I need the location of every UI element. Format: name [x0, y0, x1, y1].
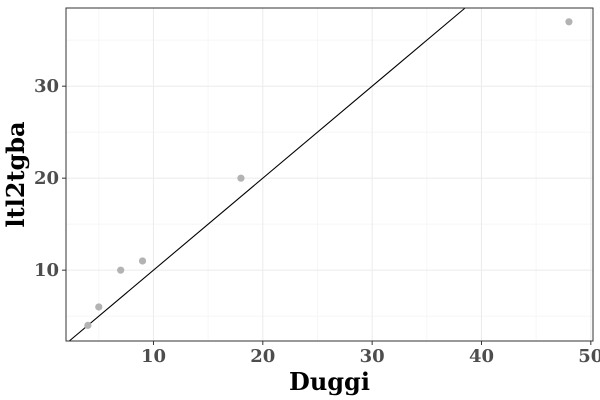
data-points	[84, 18, 573, 329]
y-axis-title: ltl2tgba	[1, 121, 30, 227]
data-point	[138, 257, 147, 265]
x-tick-label: 10	[141, 346, 166, 367]
reference-line-group	[68, 7, 466, 342]
data-point	[84, 321, 92, 329]
major-gridlines	[66, 8, 593, 341]
reference-line	[68, 7, 466, 342]
x-tick-label: 40	[469, 346, 494, 367]
panel-border	[65, 7, 594, 342]
y-tick-label: 20	[34, 168, 59, 189]
minor-gridlines	[66, 8, 593, 341]
y-tick-label: 30	[34, 76, 59, 97]
x-axis-title: Duggi	[289, 367, 370, 396]
x-tick-label: 50	[578, 346, 600, 367]
data-point	[95, 303, 103, 311]
x-axis-ticks: 10 20 30 40 50	[141, 341, 600, 367]
data-point	[565, 18, 573, 26]
x-tick-label: 20	[250, 346, 275, 367]
y-tick-label: 10	[34, 260, 59, 281]
x-tick-label: 30	[360, 346, 385, 367]
data-point	[117, 266, 125, 274]
y-axis-ticks: 10 20 30	[34, 76, 66, 281]
data-point	[237, 174, 245, 182]
